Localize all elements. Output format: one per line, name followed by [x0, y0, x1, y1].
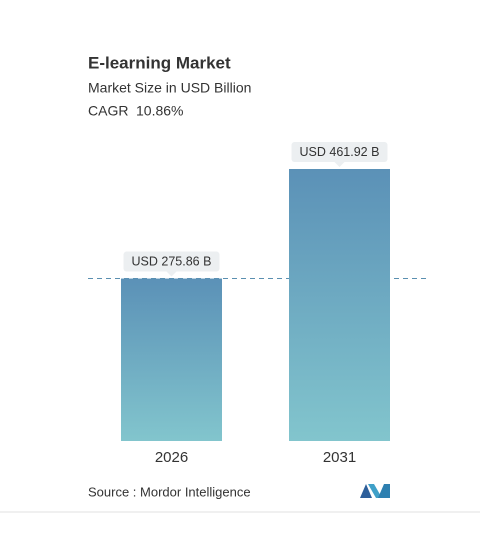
bar: [289, 169, 390, 441]
source: Source : Mordor Intelligence: [88, 484, 251, 499]
cagr-value: 10.86%: [136, 103, 183, 119]
value-label: USD 275.86 B: [132, 254, 212, 268]
x-tick-label: 2026: [155, 449, 188, 466]
x-tick-label: 2031: [323, 449, 356, 466]
value-label-box: [123, 251, 220, 272]
chart-subtitle: Market Size in USD Billion: [88, 80, 251, 96]
logo: [360, 484, 390, 498]
value-label-pointer: [166, 271, 177, 277]
cagr-label: CAGR: [88, 103, 128, 119]
value-label-box: [291, 142, 388, 162]
bar: [121, 278, 222, 441]
chart-title: E-learning Market: [88, 53, 231, 72]
value-label: USD 461.92 B: [300, 145, 380, 159]
value-label-pointer: [334, 162, 345, 167]
